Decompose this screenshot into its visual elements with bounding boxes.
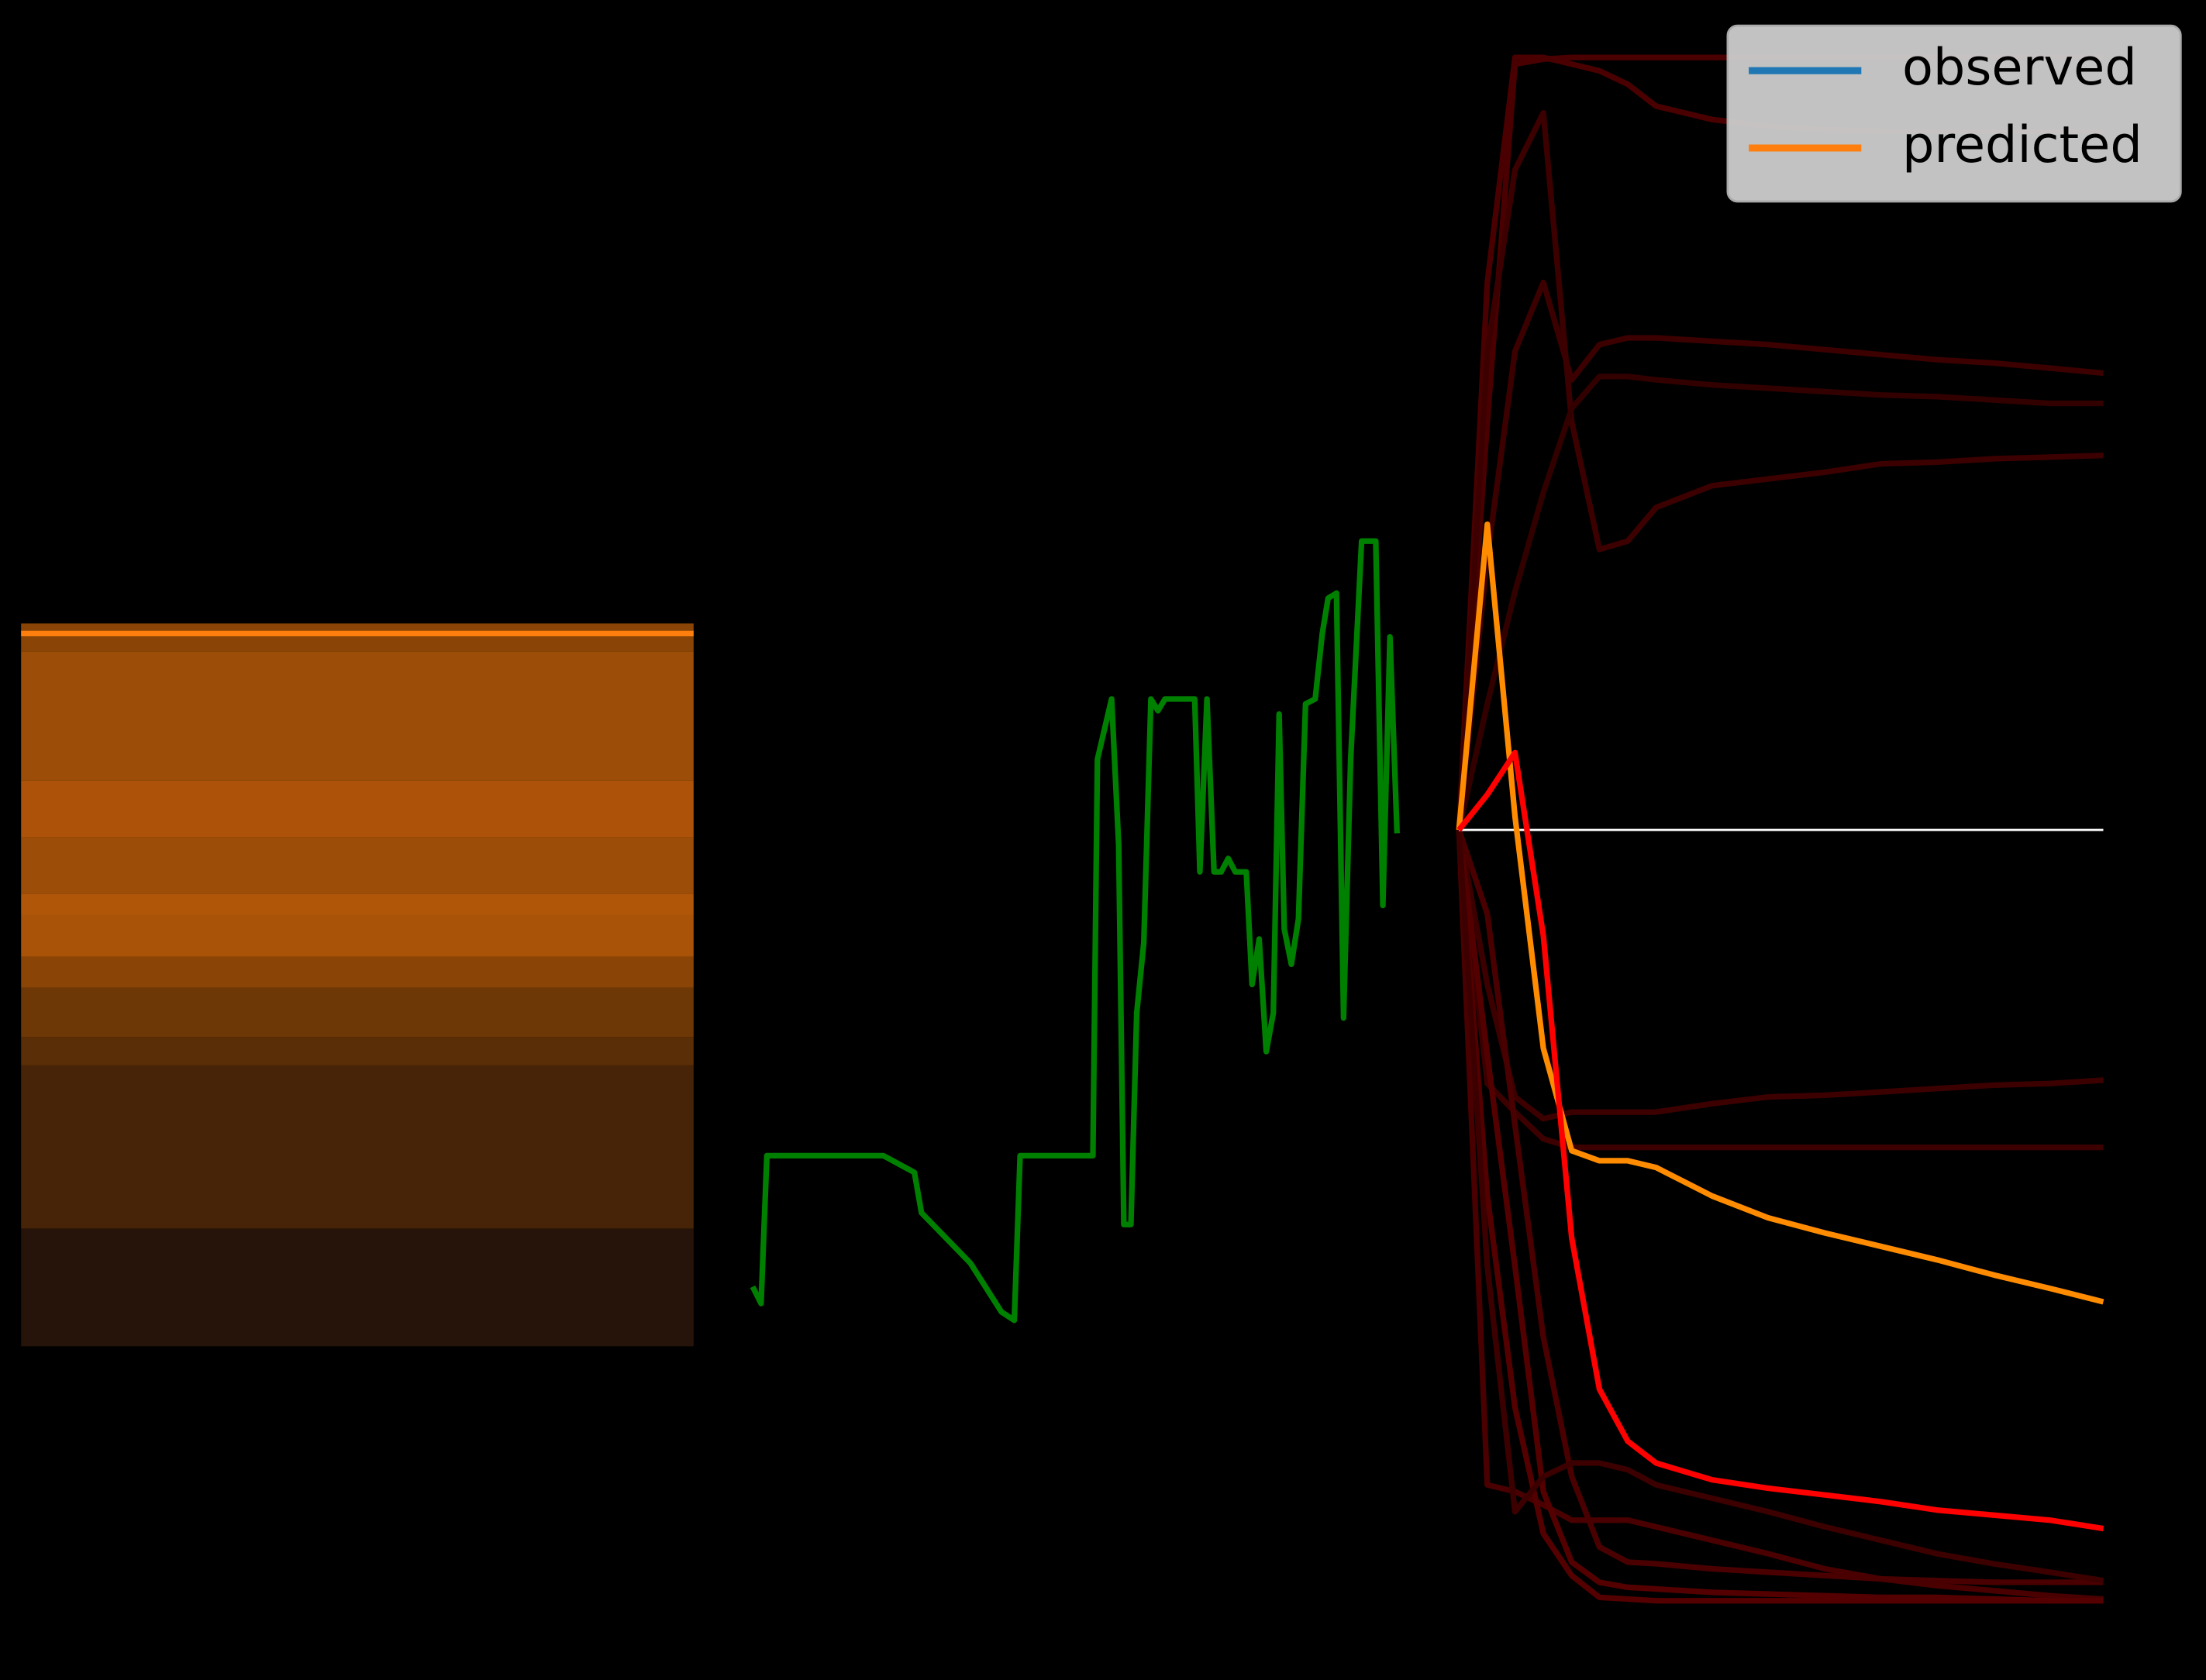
legend-label: observed (1902, 38, 2137, 97)
series-line (1456, 374, 2104, 831)
band (21, 893, 694, 915)
band (21, 651, 694, 781)
band (21, 623, 694, 652)
series-line (1456, 109, 2104, 831)
series-line (1456, 829, 2104, 1151)
band (21, 987, 694, 1038)
series-line (1456, 829, 2104, 1122)
band (21, 780, 694, 838)
band (21, 1065, 694, 1229)
band (21, 914, 694, 957)
series-line (1456, 279, 2104, 831)
band (21, 1228, 694, 1347)
series-line (1456, 829, 2104, 1584)
series-line (1456, 829, 2104, 1604)
series-line (1456, 521, 2104, 1305)
series-line (1456, 828, 2104, 1585)
legend-label: predicted (1902, 115, 2142, 174)
band (21, 837, 694, 894)
series-line (1456, 749, 2104, 1532)
band (21, 1037, 694, 1065)
band (21, 956, 694, 988)
series-line (750, 538, 1400, 1324)
